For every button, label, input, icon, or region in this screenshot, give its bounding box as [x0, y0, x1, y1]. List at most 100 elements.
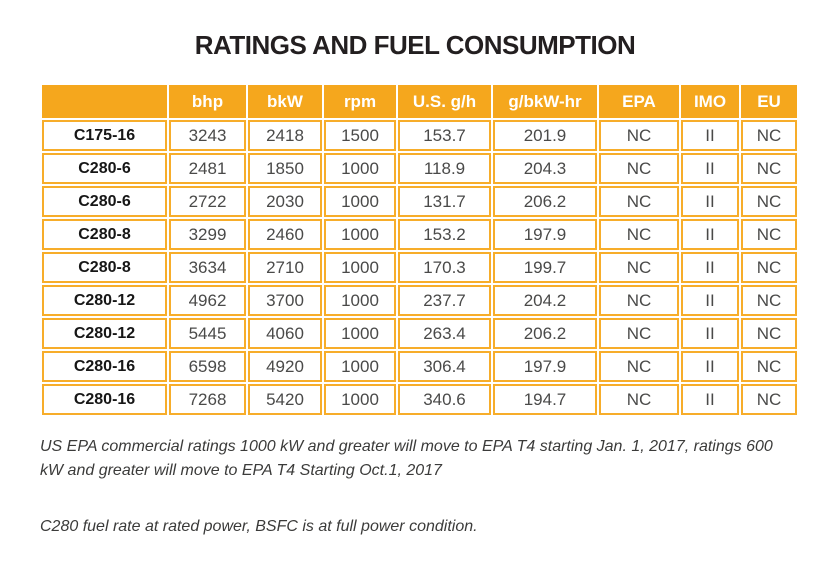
value-cell: NC	[599, 318, 679, 349]
value-cell: 1000	[324, 219, 396, 250]
table-row: C280-16 6598 4920 1000 306.4 197.9 NC II NC	[42, 351, 797, 382]
value-cell: 5420	[248, 384, 322, 415]
value-cell: 1000	[324, 285, 396, 316]
value-cell: II	[681, 384, 739, 415]
footnote-fuel-rate: C280 fuel rate at rated power, BSFC is a…	[40, 518, 478, 535]
value-cell: NC	[599, 252, 679, 283]
value-cell: NC	[599, 120, 679, 151]
value-cell: 2722	[169, 186, 246, 217]
value-cell: 118.9	[398, 153, 491, 184]
value-cell: NC	[741, 384, 797, 415]
column-header-bkw: bkW	[248, 85, 322, 118]
value-cell: 1500	[324, 120, 396, 151]
ratings-table: bhp bkW rpm U.S. g/h g/bkW-hr EPA IMO EU C175-1…	[40, 83, 799, 417]
model-name-cell: C280-8	[42, 252, 167, 283]
value-cell: 2710	[248, 252, 322, 283]
value-cell: 201.9	[493, 120, 597, 151]
value-cell: 340.6	[398, 384, 491, 415]
table-body: C175-16 3243 2418 1500 153.7 201.9 NC II NC C280-…	[42, 120, 797, 415]
value-cell: NC	[599, 219, 679, 250]
value-cell: 1000	[324, 351, 396, 382]
model-name-cell: C280-16	[42, 351, 167, 382]
value-cell: II	[681, 252, 739, 283]
value-cell: II	[681, 351, 739, 382]
spec-sheet-page: RATINGS AND FUEL CONSUMPTION bhp bkW rpm U.…	[40, 30, 799, 535]
column-header-u-s-g-h: U.S. g/h	[398, 85, 491, 118]
value-cell: II	[681, 186, 739, 217]
table-row: C280-12 4962 3700 1000 237.7 204.2 NC II NC	[42, 285, 797, 316]
value-cell: II	[681, 318, 739, 349]
value-cell: 3634	[169, 252, 246, 283]
value-cell: 263.4	[398, 318, 491, 349]
value-cell: 194.7	[493, 384, 597, 415]
model-name-cell: C280-16	[42, 384, 167, 415]
model-name-cell: C280-6	[42, 153, 167, 184]
value-cell: 3700	[248, 285, 322, 316]
value-cell: 2030	[248, 186, 322, 217]
table-row: C280-6 2722 2030 1000 131.7 206.2 NC II NC	[42, 186, 797, 217]
value-cell: NC	[599, 384, 679, 415]
value-cell: NC	[599, 285, 679, 316]
footnote-epa-t4: US EPA commercial ratings 1000 kW and gr…	[40, 438, 773, 479]
value-cell: NC	[741, 318, 797, 349]
value-cell: 306.4	[398, 351, 491, 382]
value-cell: NC	[741, 351, 797, 382]
value-cell: NC	[741, 219, 797, 250]
value-cell: 206.2	[493, 318, 597, 349]
value-cell: 4962	[169, 285, 246, 316]
value-cell: NC	[741, 153, 797, 184]
value-cell: 1850	[248, 153, 322, 184]
column-header-eu: EU	[741, 85, 797, 118]
value-cell: 1000	[324, 252, 396, 283]
model-name-cell: C280-8	[42, 219, 167, 250]
value-cell: 197.9	[493, 219, 597, 250]
value-cell: 5445	[169, 318, 246, 349]
table-row: C280-12 5445 4060 1000 263.4 206.2 NC II NC	[42, 318, 797, 349]
value-cell: 4060	[248, 318, 322, 349]
value-cell: 153.2	[398, 219, 491, 250]
value-cell: NC	[599, 186, 679, 217]
value-cell: II	[681, 285, 739, 316]
value-cell: 237.7	[398, 285, 491, 316]
column-header-epa: EPA	[599, 85, 679, 118]
model-name-cell: C175-16	[42, 120, 167, 151]
value-cell: 170.3	[398, 252, 491, 283]
value-cell: NC	[741, 186, 797, 217]
value-cell: 197.9	[493, 351, 597, 382]
value-cell: 2460	[248, 219, 322, 250]
column-header-imo: IMO	[681, 85, 739, 118]
model-name-cell: C280-12	[42, 318, 167, 349]
model-name-cell: C280-12	[42, 285, 167, 316]
value-cell: 204.2	[493, 285, 597, 316]
value-cell: 4920	[248, 351, 322, 382]
value-cell: 3243	[169, 120, 246, 151]
value-cell: 204.3	[493, 153, 597, 184]
table-header-row: bhp bkW rpm U.S. g/h g/bkW-hr EPA IMO EU	[42, 85, 797, 118]
value-cell: 7268	[169, 384, 246, 415]
value-cell: II	[681, 153, 739, 184]
value-cell: 1000	[324, 384, 396, 415]
column-header-g-bkw-hr: g/bkW-hr	[493, 85, 597, 118]
table-row: C280-8 3634 2710 1000 170.3 199.7 NC II NC	[42, 252, 797, 283]
value-cell: 2481	[169, 153, 246, 184]
table-row: C175-16 3243 2418 1500 153.7 201.9 NC II NC	[42, 120, 797, 151]
value-cell: 1000	[324, 318, 396, 349]
value-cell: NC	[599, 153, 679, 184]
column-header-rpm: rpm	[324, 85, 396, 118]
value-cell: 3299	[169, 219, 246, 250]
table-row: C280-16 7268 5420 1000 340.6 194.7 NC II NC	[42, 384, 797, 415]
value-cell: 206.2	[493, 186, 597, 217]
value-cell: 6598	[169, 351, 246, 382]
model-name-cell: C280-6	[42, 186, 167, 217]
column-header-bhp: bhp	[169, 85, 246, 118]
value-cell: NC	[741, 120, 797, 151]
table-row: C280-8 3299 2460 1000 153.2 197.9 NC II NC	[42, 219, 797, 250]
value-cell: 2418	[248, 120, 322, 151]
page-title: RATINGS AND FUEL CONSUMPTION	[194, 30, 636, 60]
value-cell: NC	[741, 252, 797, 283]
table-row: C280-6 2481 1850 1000 118.9 204.3 NC II NC	[42, 153, 797, 184]
value-cell: II	[681, 219, 739, 250]
value-cell: 153.7	[398, 120, 491, 151]
value-cell: 1000	[324, 153, 396, 184]
column-header-model	[42, 85, 167, 118]
